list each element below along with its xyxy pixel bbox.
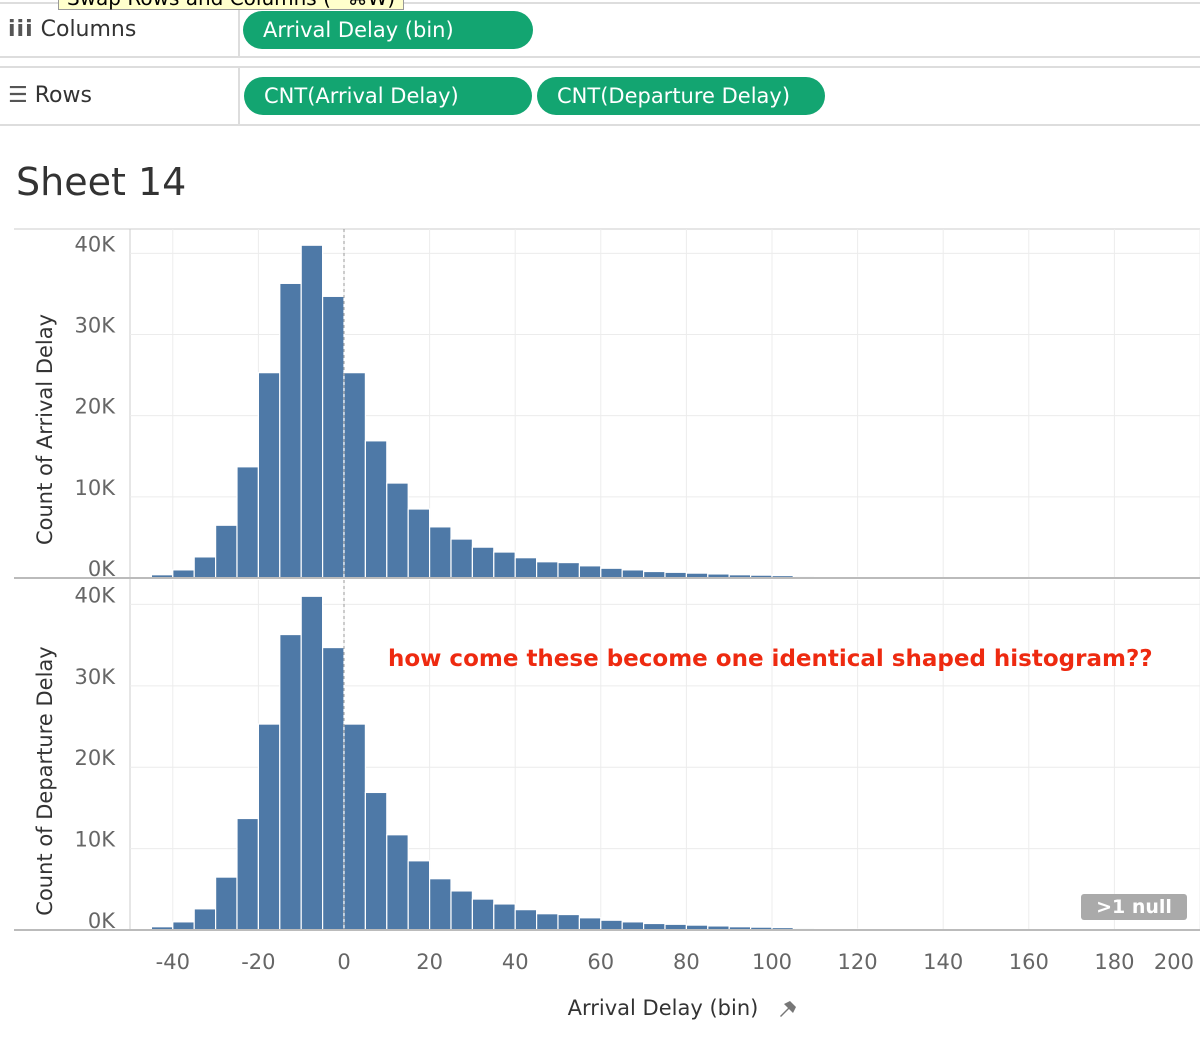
bar — [236, 466, 259, 579]
y-axis-title: Count of Departure Delay — [33, 646, 57, 915]
bar — [322, 295, 345, 579]
y-tick-label: 20K — [75, 395, 117, 419]
y-tick-label: 10K — [75, 828, 117, 852]
bar — [364, 440, 388, 579]
y-axis-title: Count of Arrival Delay — [33, 314, 57, 545]
bar — [343, 723, 366, 931]
bar — [535, 913, 559, 931]
bar — [429, 878, 452, 931]
bar — [193, 908, 217, 931]
bar — [600, 567, 623, 579]
bar — [557, 561, 580, 579]
bar — [215, 524, 238, 579]
y-tick-label: 20K — [75, 746, 117, 770]
bar — [450, 890, 473, 931]
rows-shelf: ☰ Rows CNT(Arrival Delay) CNT(Departure … — [0, 66, 1200, 126]
y-tick-label: 30K — [75, 314, 117, 338]
pin-icon — [780, 1001, 796, 1017]
bar — [450, 538, 473, 579]
bar — [514, 909, 538, 931]
bar — [193, 556, 217, 579]
bar — [215, 876, 238, 931]
shelf-label: ☰ Rows — [8, 83, 92, 108]
columns-shelf: iii Columns Arrival Delay (bin) — [0, 2, 1200, 58]
x-axis-title: Arrival Delay (bin) — [568, 996, 759, 1020]
bar — [172, 921, 195, 931]
bar — [407, 508, 431, 579]
pill[interactable]: Arrival Delay (bin) — [243, 11, 533, 49]
bar — [386, 834, 409, 931]
x-tick-label: 80 — [673, 950, 700, 974]
shelf-label: iii Columns — [8, 17, 137, 42]
bar — [600, 919, 623, 931]
bar — [386, 482, 409, 579]
bar — [300, 595, 324, 931]
x-tick-label: 180 — [1094, 950, 1134, 974]
x-tick-label: 140 — [923, 950, 963, 974]
x-tick-label: -20 — [241, 950, 275, 974]
bar — [429, 526, 452, 579]
shelf-label-text: Rows — [34, 83, 92, 108]
x-tick-label: 0 — [337, 950, 350, 974]
y-tick-label: 40K — [75, 583, 117, 607]
bar — [578, 917, 602, 931]
x-tick-label: 60 — [587, 950, 614, 974]
bar — [471, 898, 495, 931]
pill[interactable]: CNT(Departure Delay) — [537, 77, 825, 115]
shelf-label-text: Columns — [40, 17, 137, 42]
bar — [407, 860, 431, 931]
bar — [364, 791, 388, 931]
bar — [236, 817, 259, 931]
y-tick-label: 40K — [75, 232, 117, 256]
bar — [257, 723, 281, 931]
bar — [257, 372, 281, 579]
bar — [279, 282, 302, 579]
bar — [621, 921, 645, 931]
sheet-title: Sheet 14 — [16, 160, 187, 204]
annotation: how come these become one identical shap… — [388, 646, 1153, 672]
bar — [322, 646, 345, 931]
bar — [471, 546, 495, 579]
bar — [514, 557, 538, 579]
bar — [343, 372, 366, 579]
bar — [578, 565, 602, 579]
bar — [557, 913, 580, 931]
x-tick-label: 200 — [1154, 950, 1194, 974]
null-badge — [1081, 894, 1187, 920]
x-tick-label: 120 — [838, 950, 878, 974]
x-tick-label: 160 — [1009, 950, 1049, 974]
bar — [493, 551, 516, 579]
tooltip: Swap Rows and Columns (^⌘W) — [58, 0, 405, 10]
bar — [300, 244, 324, 579]
bar — [535, 561, 559, 579]
bar — [279, 633, 302, 931]
x-tick-label: 100 — [752, 950, 792, 974]
bar — [621, 569, 645, 579]
x-tick-label: -40 — [156, 950, 190, 974]
bar — [493, 903, 516, 931]
y-tick-label: 30K — [75, 665, 117, 689]
null-indicator: >1 null — [1096, 896, 1172, 918]
bar — [172, 569, 195, 579]
pill[interactable]: CNT(Arrival Delay) — [244, 77, 532, 115]
y-tick-label: 10K — [75, 476, 117, 500]
x-tick-label: 20 — [416, 950, 443, 974]
x-tick-label: 40 — [502, 950, 529, 974]
